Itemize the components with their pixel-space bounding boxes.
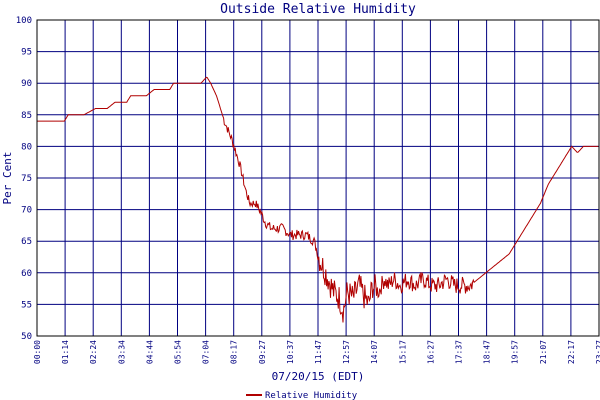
y-tick-label: 55	[21, 300, 32, 310]
x-tick-label: 04:44	[145, 340, 154, 364]
y-tick-label: 100	[16, 16, 32, 26]
y-tick-label: 65	[21, 237, 32, 247]
x-tick-label: 22:17	[567, 340, 576, 364]
x-tick-label: 00:00	[33, 340, 42, 364]
y-tick-label: 50	[21, 332, 32, 342]
y-tick-label: 85	[21, 111, 32, 121]
y-tick-label: 75	[21, 174, 32, 184]
x-tick-label: 17:37	[455, 340, 464, 364]
x-tick-label: 16:27	[426, 340, 435, 364]
y-tick-label: 95	[21, 48, 32, 58]
x-tick-label: 11:47	[314, 340, 323, 364]
y-tick-label: 80	[21, 142, 32, 152]
x-tick-label: 10:37	[286, 340, 295, 364]
x-tick-label: 08:17	[230, 340, 239, 364]
x-tick-label: 18:47	[483, 340, 492, 364]
x-tick-label: 03:34	[117, 340, 126, 364]
x-tick-labels: 00:00 01:14 02:24 03:34 04:44 05:54 07:04 08:17…	[33, 340, 600, 364]
x-tick-label: 12:57	[342, 340, 351, 364]
y-tick-labels: 50 55 60 65 70 75 80 85 90 95 100	[16, 16, 32, 342]
x-tick-label: 19:57	[511, 340, 520, 364]
series-line-relative-humidity	[37, 76, 599, 323]
y-tick-label: 70	[21, 206, 32, 216]
legend-label: Relative Humidity	[265, 391, 358, 400]
plot-frame	[36, 19, 600, 337]
x-tick-label: 21:07	[539, 340, 548, 364]
x-tick-label: 05:54	[174, 340, 183, 364]
x-axis-label: 07/20/15 (EDT)	[272, 370, 365, 383]
legend: Relative Humidity	[246, 391, 358, 400]
x-tick-label: 14:07	[370, 340, 379, 364]
x-tick-label: 15:17	[398, 340, 407, 364]
y-axis-label: Per Cent	[1, 152, 14, 205]
x-tick-label: 01:14	[61, 340, 70, 364]
x-tick-label: 23:27	[595, 340, 600, 364]
y-tick-label: 90	[21, 79, 32, 89]
series-group	[37, 76, 599, 323]
x-tick-label: 07:04	[202, 340, 211, 364]
chart-title: Outside Relative Humidity	[220, 2, 416, 17]
x-tick-label: 02:24	[89, 340, 98, 364]
grid	[36, 19, 600, 337]
x-tick-label: 09:27	[258, 340, 267, 364]
y-tick-label: 60	[21, 269, 32, 279]
